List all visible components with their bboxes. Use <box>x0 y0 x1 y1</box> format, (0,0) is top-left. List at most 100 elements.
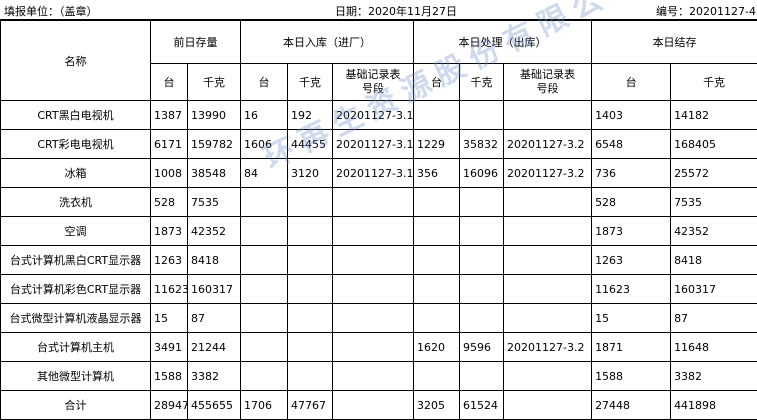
cell: 25572 <box>670 158 757 188</box>
sub-header: 千克 <box>287 63 333 101</box>
cell: 3382 <box>187 361 241 391</box>
cell: 15 <box>150 303 188 333</box>
group-header: 本日入库（进厂） <box>239 20 415 64</box>
cell: 1606 <box>240 129 288 159</box>
cell: 441898 <box>670 390 757 420</box>
cell: 6171 <box>150 129 188 159</box>
data-row: 空调 1873 42352 1873 42352 <box>0 216 757 246</box>
cell: 159782 <box>187 129 241 159</box>
data-row: CRT彩电电视机 6171 159782 1606 44455 20201127-3.1 1… <box>0 129 757 159</box>
cell: 14182 <box>670 100 757 130</box>
info-row: 填报单位：（盖章） 日期：2020年11月27日 编号：20201127-4. <box>0 0 757 20</box>
cell: 160317 <box>670 274 757 304</box>
sub-header: 台 <box>591 63 672 101</box>
cell: 15 <box>591 303 672 333</box>
cell: 1588 <box>150 361 188 391</box>
cell: 35832 <box>459 129 505 159</box>
cell: 28947 <box>150 390 188 420</box>
cell <box>413 274 461 304</box>
cell: 1008 <box>150 158 188 188</box>
group-header: 本日处理（出库） <box>413 20 593 64</box>
cell <box>240 216 288 246</box>
cell: 11623 <box>150 274 188 304</box>
data-row: 洗衣机 528 7535 528 7535 <box>0 187 757 217</box>
data-row: 其他微型计算机 1588 3382 1588 3382 <box>0 361 757 391</box>
cell: 42352 <box>670 216 757 246</box>
row-name: CRT黑白电视机 <box>0 100 151 130</box>
cell: 3491 <box>150 332 188 362</box>
cell <box>459 303 505 333</box>
group-header: 前日存量 <box>150 20 241 64</box>
cell: 87 <box>187 303 241 333</box>
cell: 455655 <box>187 390 241 420</box>
data-row: 台式微型计算机液晶显示器 15 87 15 87 <box>0 303 757 333</box>
row-name: 合计 <box>0 390 151 420</box>
cell: 356 <box>413 158 461 188</box>
cell: 42352 <box>187 216 241 246</box>
cell <box>503 390 593 420</box>
cell <box>413 100 461 130</box>
cell: 16096 <box>459 158 505 188</box>
header-row: 名称 前日存量 本日入库（进厂） 本日处理（出库） 本日结存 <box>0 20 757 101</box>
data-row: 台式计算机主机 3491 21244 1620 9596 20201127-3.2 1871… <box>0 332 757 362</box>
cell <box>287 245 333 275</box>
cell <box>413 216 461 246</box>
header-row: 台千克台千克 基础记录表号段台千克 基础记录表号段台千克 <box>1 63 757 101</box>
cell <box>413 187 461 217</box>
cell: 1873 <box>591 216 672 246</box>
cell: 8418 <box>670 245 757 275</box>
cell: 47767 <box>287 390 333 420</box>
row-name: 台式计算机彩色CRT显示器 <box>0 274 151 304</box>
cell: 61524 <box>459 390 505 420</box>
data-row: 台式计算机黑白CRT显示器 1263 8418 1263 8418 <box>0 245 757 275</box>
cell <box>287 216 333 246</box>
cell: 84 <box>240 158 288 188</box>
cell: 1263 <box>150 245 188 275</box>
cell: 1873 <box>150 216 188 246</box>
row-name: 台式微型计算机液晶显示器 <box>0 303 151 333</box>
row-name: CRT彩电电视机 <box>0 129 151 159</box>
sub-header: 基础记录表号段 <box>503 63 593 101</box>
row-name: 冰箱 <box>0 158 151 188</box>
number: 编号：20201127-4. <box>656 5 757 18</box>
cell <box>413 303 461 333</box>
row-name: 洗衣机 <box>0 187 151 217</box>
cell: 20201127-3.1 <box>331 100 415 130</box>
cell <box>287 187 333 217</box>
cell <box>331 245 415 275</box>
cell: 20201127-3.1 <box>331 129 415 159</box>
cell <box>287 332 333 362</box>
sub-header: 台 <box>240 63 288 101</box>
cell: 528 <box>150 187 188 217</box>
cell <box>331 216 415 246</box>
cell <box>287 303 333 333</box>
cell: 1588 <box>591 361 672 391</box>
cell: 192 <box>287 100 333 130</box>
data-row: CRT黑白电视机 1387 13990 16 192 20201127-3.1 1403 14… <box>0 100 757 130</box>
cell <box>240 361 288 391</box>
data-row: 合计 28947 455655 1706 47767 3205 61524 27448 4418… <box>0 390 757 420</box>
sub-header: 千克 <box>459 63 505 101</box>
row-name: 空调 <box>0 216 151 246</box>
sub-header: 台 <box>413 63 461 101</box>
cell <box>459 361 505 391</box>
cell: 7535 <box>187 187 241 217</box>
cell <box>331 332 415 362</box>
cell: 3205 <box>413 390 461 420</box>
stock-table: 名称 前日存量 本日入库（进厂） 本日处理（出库） 本日结存台千克台千克 基础记录表号段台… <box>0 20 757 420</box>
cell: 27448 <box>591 390 672 420</box>
cell: 87 <box>670 303 757 333</box>
cell: 13990 <box>187 100 241 130</box>
cell: 11623 <box>591 274 672 304</box>
cell <box>287 361 333 391</box>
cell <box>331 303 415 333</box>
cell: 1387 <box>150 100 188 130</box>
cell <box>240 187 288 217</box>
cell <box>459 100 505 130</box>
cell: 528 <box>591 187 672 217</box>
cell: 44455 <box>287 129 333 159</box>
cell <box>459 245 505 275</box>
cell: 1871 <box>591 332 672 362</box>
cell: 6548 <box>591 129 672 159</box>
